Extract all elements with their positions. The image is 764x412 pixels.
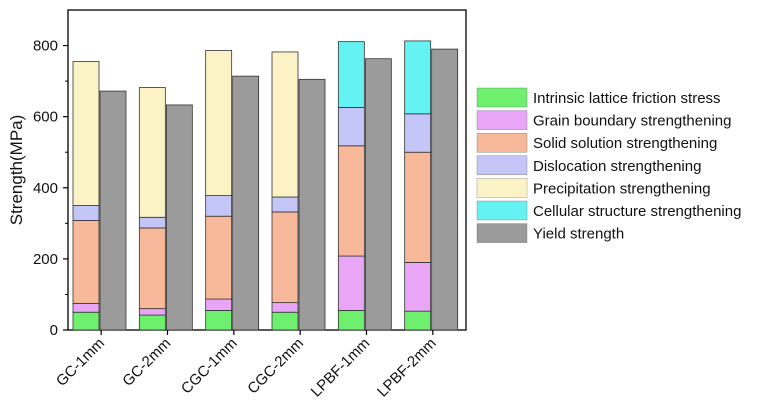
yield-bar [99, 90, 127, 331]
legend-swatch [476, 155, 528, 175]
bar-segment [138, 87, 166, 218]
bar-segment [337, 255, 365, 311]
bar-segment [72, 61, 100, 206]
legend-swatch [476, 223, 528, 243]
bar-segment [72, 311, 100, 331]
y-tick-label: 200 [33, 251, 58, 268]
legend-label: Intrinsic lattice friction stress [533, 90, 721, 107]
legend-swatch [476, 200, 528, 221]
legend-swatch [476, 110, 528, 130]
bar-segment [72, 205, 100, 221]
yield-bar [431, 48, 459, 331]
x-tick-label: GC-2mm [119, 335, 174, 390]
plot-frame [67, 9, 467, 331]
bar-segment [271, 196, 299, 213]
x-tick-label: LPBF-2mm [374, 335, 440, 401]
legend-label: Solid solution strengthening [533, 135, 717, 152]
yield-bar [364, 58, 392, 331]
bar-segment [138, 314, 166, 331]
bar-segment [337, 107, 365, 147]
legend-swatch [476, 178, 528, 198]
legend-label: Grain boundary strengthening [533, 113, 731, 130]
bar-segment [337, 145, 365, 257]
bar-segment [72, 302, 100, 313]
bar-segment [72, 220, 100, 304]
legend-swatch [476, 87, 528, 108]
bar-segment [205, 195, 233, 217]
yield-bar [298, 78, 326, 331]
x-tick-label: GC-1mm [53, 335, 108, 390]
bar-segment [138, 216, 166, 229]
yield-bar [232, 75, 260, 331]
yield-bar [165, 104, 193, 331]
bar-segment [337, 41, 365, 108]
legend-label: Precipitation strengthening [533, 180, 711, 197]
bar-segment [205, 310, 233, 331]
x-tick-label: CGC-1mm [178, 335, 241, 398]
bar-segment [271, 211, 299, 304]
y-tick-label: 400 [33, 180, 58, 197]
y-tick-label: 600 [33, 109, 58, 126]
bar-segment [205, 50, 233, 196]
bar-segment [404, 151, 432, 263]
x-tick-label: CGC-2mm [244, 335, 307, 398]
legend-label: Yield strength [533, 226, 624, 243]
bar-segment [205, 215, 233, 300]
bar-segment [404, 262, 432, 312]
legend-label: Cellular structure strengthening [533, 203, 741, 220]
y-tick-label: 800 [33, 38, 58, 55]
bar-segment [271, 311, 299, 331]
y-axis-label: Strength(MPa) [7, 115, 26, 226]
bar-segment [404, 40, 432, 115]
x-tick-label: LPBF-1mm [308, 335, 374, 401]
bar-segment [138, 308, 166, 316]
bar-segment [404, 310, 432, 331]
bar-segment [138, 227, 166, 310]
bar-segment [337, 310, 365, 331]
bar-segment [271, 51, 299, 198]
bar-segment [205, 298, 233, 311]
bar-segment [271, 302, 299, 313]
y-tick-label: 0 [50, 322, 58, 339]
bar-segment [404, 113, 432, 153]
legend-swatch [476, 133, 528, 153]
legend-label: Dislocation strengthening [533, 158, 701, 175]
